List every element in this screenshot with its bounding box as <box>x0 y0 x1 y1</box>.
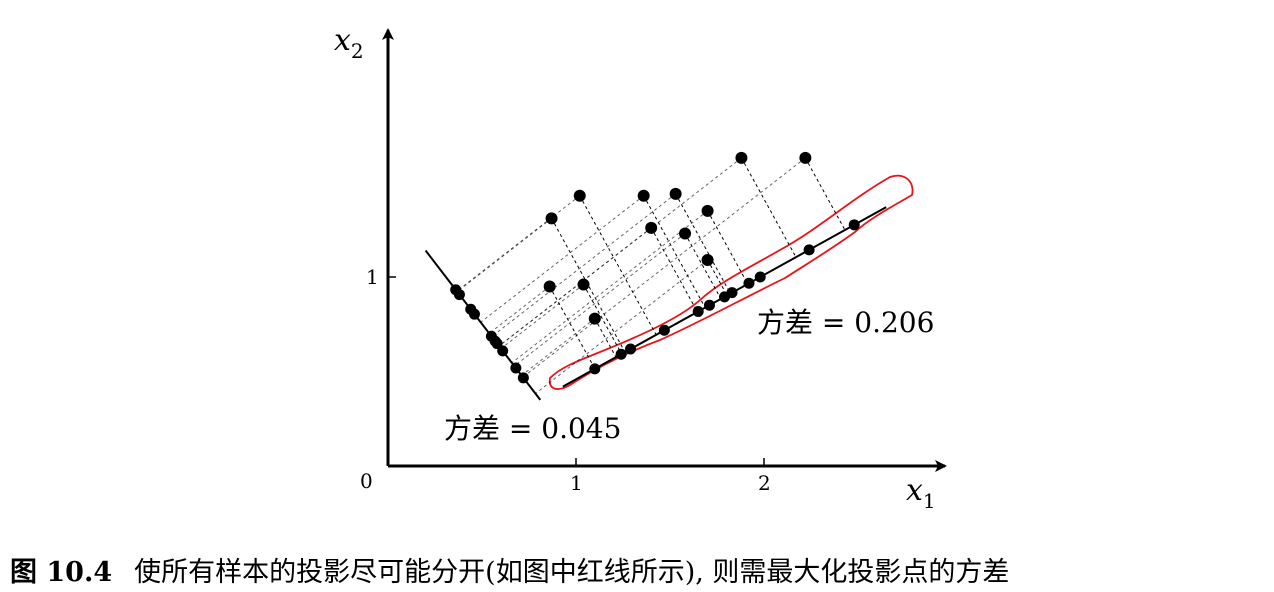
projection-dash-minor <box>456 218 552 293</box>
projection-dash-minor <box>522 157 806 378</box>
caption-number: 图 10.4 <box>10 557 113 588</box>
projection-dash-major <box>741 157 797 258</box>
projection-dash-minor <box>535 259 708 394</box>
major-projection-point <box>589 363 601 375</box>
sample-point <box>545 212 558 225</box>
projection-dash-minor <box>456 195 581 292</box>
projection-dash-minor <box>488 286 550 334</box>
sample-point <box>735 151 748 164</box>
projection-dash-minor <box>500 284 584 350</box>
sample-point <box>637 189 650 202</box>
y-axis-label: x2 <box>334 23 364 63</box>
minor-projection-point <box>453 289 465 301</box>
figure-caption: 图 10.4 使所有样本的投影尽可能分开(如图中红线所示), 则需最大化投影点的方… <box>10 550 1270 590</box>
minor-projection-point <box>517 372 529 384</box>
sample-point <box>799 151 812 164</box>
major-projection-point <box>743 277 755 289</box>
major-projection-point <box>803 244 815 256</box>
major-projection-point <box>703 299 715 311</box>
projection-dash-major <box>684 233 722 300</box>
sample-points <box>543 151 812 325</box>
projection-dash-minor <box>521 318 596 376</box>
projection-dashes <box>456 157 846 394</box>
variance-label-minor: 方差 = 0.045 <box>444 412 621 445</box>
projection-dash-minor <box>514 233 686 367</box>
sample-point <box>543 280 556 293</box>
major-projection-point <box>726 287 738 299</box>
origin-label: 0 <box>360 469 373 493</box>
projection-dash-major <box>549 286 596 370</box>
projection-dash-minor <box>511 210 708 364</box>
projection-dash-minor <box>480 195 644 323</box>
major-projection-point <box>848 219 860 231</box>
projection-points <box>450 219 860 384</box>
major-projection-point <box>754 271 766 283</box>
sample-point <box>679 227 692 240</box>
pca-projection-figure: 0 1 2 1 x2 x1 方差 = 0.206 方差 = 0.045 <box>334 23 947 513</box>
major-projection-point <box>615 348 627 360</box>
caption-text: 使所有样本的投影尽可能分开(如图中红线所示), 则需最大化投影点的方差 <box>134 557 1010 588</box>
major-projection-point <box>625 343 637 355</box>
sample-point <box>573 189 586 202</box>
x-tick-label-2: 2 <box>758 471 771 495</box>
projection-dash-major <box>583 284 623 355</box>
projection-dash-major <box>650 227 698 313</box>
projection-lines <box>424 206 887 401</box>
y-tick-label-1: 1 <box>366 265 379 289</box>
sample-point <box>701 204 714 217</box>
variance-label-major: 方差 = 0.206 <box>757 306 934 339</box>
sample-point <box>669 187 682 200</box>
projection-dash-major <box>804 157 846 231</box>
projection-dash-major <box>643 195 706 308</box>
projection-dash-major <box>551 218 626 353</box>
x-axis-label: x1 <box>906 473 936 513</box>
minor-projection-point <box>510 362 522 374</box>
sample-point <box>577 278 590 291</box>
minor-projection-point <box>497 345 509 357</box>
projection-dash-major <box>594 318 617 358</box>
sample-point <box>645 221 658 234</box>
x-tick-label-1: 1 <box>570 471 583 495</box>
projection-dash-major <box>675 193 731 294</box>
projection-dash-minor <box>491 193 676 338</box>
minor-projection-point <box>468 308 480 320</box>
major-projection-point <box>692 305 704 317</box>
red-highlight-outline <box>548 174 914 390</box>
sample-point <box>588 312 601 325</box>
projection-dash-major <box>707 210 749 285</box>
sample-point <box>701 253 714 266</box>
projection-dash-major <box>579 195 657 336</box>
projection-dash-major <box>707 259 728 296</box>
major-projection-point <box>658 324 670 336</box>
